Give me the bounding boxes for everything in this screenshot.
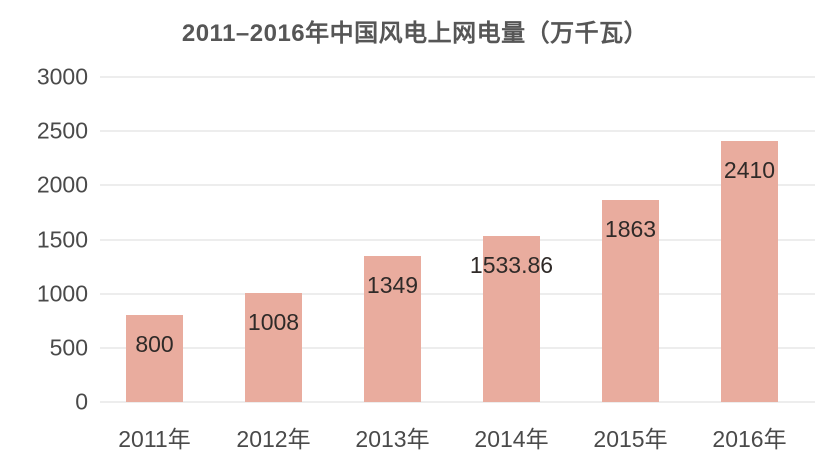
bar-2012年 [245, 292, 302, 402]
x-axis-tick-label-2014年: 2014年 [474, 426, 549, 452]
bar-value-label-2013年: 1349 [366, 271, 419, 298]
bar-value-label-2014年: 1533.86 [469, 251, 554, 278]
x-axis-tick-label-2012年: 2012年 [236, 426, 311, 452]
y-axis-tick-label-3000: 3000 [36, 63, 88, 90]
bar-value-label-2011年: 800 [135, 331, 174, 358]
bar-2014年 [483, 235, 540, 402]
gridline-500 [100, 346, 815, 349]
y-axis-tick-label-0: 0 [75, 388, 88, 415]
bar-value-label-2016年: 2410 [723, 156, 776, 183]
bar-2015年 [602, 200, 659, 402]
x-axis-tick-label-2011年: 2011年 [118, 426, 191, 452]
bar-value-label-2012年: 1008 [247, 308, 300, 335]
bar-2016年 [721, 140, 778, 402]
x-axis-tick-label-2016年: 2016年 [712, 426, 787, 452]
x-axis-tick-label-2015年: 2015年 [593, 426, 668, 452]
y-axis-tick-label-2000: 2000 [36, 171, 88, 198]
y-axis-tick-label-1000: 1000 [36, 280, 88, 307]
gridline-2000 [100, 184, 815, 187]
gridline-3000 [100, 76, 815, 78]
bar-2011年 [126, 315, 183, 402]
gridline-1500 [100, 238, 815, 241]
bar-2013年 [364, 255, 421, 402]
gridline-1000 [100, 292, 815, 295]
y-axis-tick-label-500: 500 [49, 334, 88, 361]
x-axis-tick-label-2013年: 2013年 [355, 426, 430, 452]
y-axis-tick-label-2500: 2500 [36, 117, 88, 144]
bar-value-label-2015年: 1863 [604, 216, 657, 243]
gridline-0 [100, 401, 815, 403]
gridline-2500 [100, 130, 815, 133]
y-axis-tick-label-1500: 1500 [36, 226, 88, 252]
chart-title: 2011–2016年中国风电上网电量（万千瓦） [181, 20, 649, 47]
